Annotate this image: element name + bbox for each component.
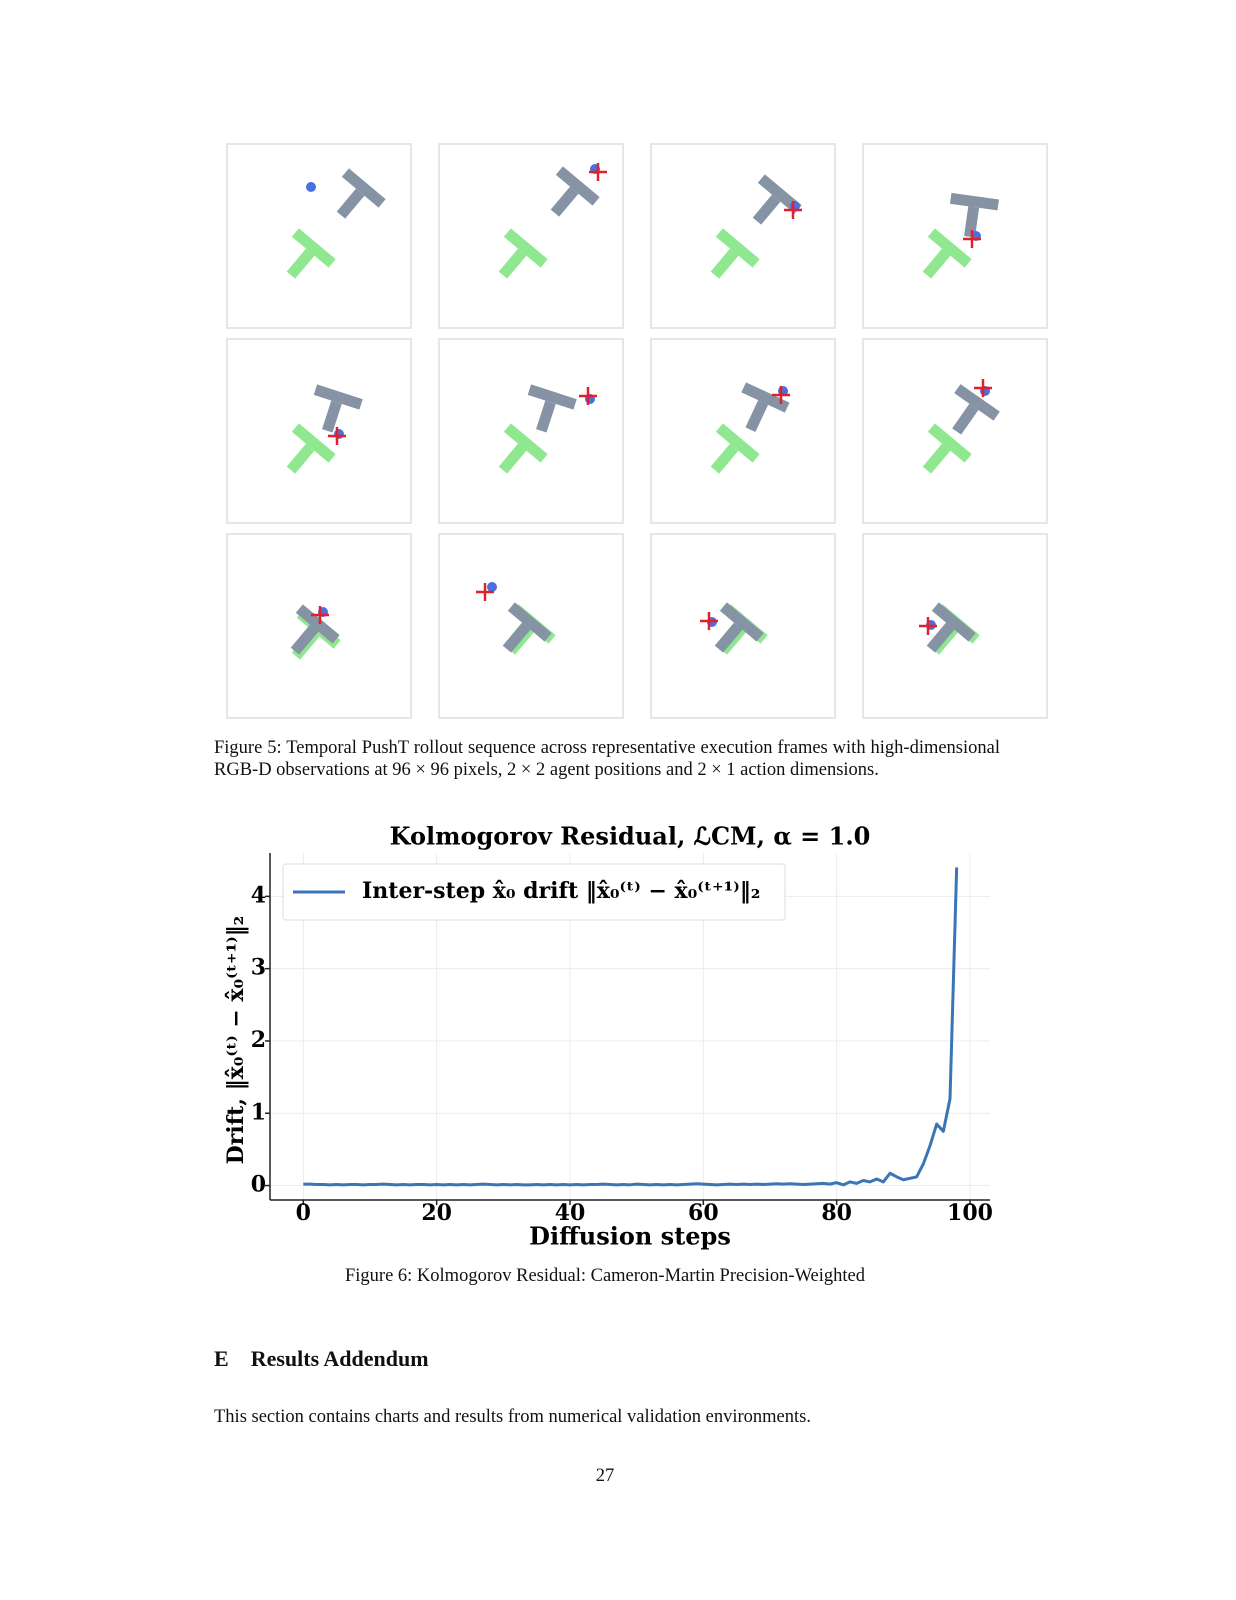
x-axis-label: Diffusion steps: [529, 1222, 731, 1251]
x-tick-label: 20: [421, 1200, 452, 1226]
section-title: Results Addendum: [250, 1346, 429, 1371]
x-tick-label: 40: [555, 1200, 586, 1226]
figure-caption: Figure 6: Kolmogorov Residual: Cameron-M…: [344, 1266, 865, 1286]
figure-caption: Figure 5: Temporal PushT rollout sequenc…: [214, 738, 1000, 780]
y-tick-label: 4: [251, 882, 266, 908]
x-tick-label: 60: [688, 1200, 719, 1226]
page-number: 27: [595, 1466, 615, 1486]
y-tick-label: 0: [251, 1172, 266, 1198]
y-tick-label: 3: [251, 955, 266, 981]
legend-label: Inter-step x̂₀ drift ‖x̂₀⁽ᵗ⁾ − x̂₀⁽ᵗ⁺¹⁾‖…: [362, 878, 760, 904]
y-axis-label: Drift, ‖x̂₀⁽ᵗ⁾ − x̂₀⁽ᵗ⁺¹⁾‖₂: [223, 916, 249, 1165]
section-number: E: [214, 1346, 229, 1371]
chart: Kolmogorov Residual, ℒCM, α = 1.0 Diffus…: [223, 822, 993, 1251]
x-tick-label: 0: [296, 1200, 311, 1226]
figure-5: [226, 143, 1048, 719]
y-tick-label: 1: [251, 1099, 266, 1125]
section-heading: E Results Addendum: [214, 1346, 429, 1372]
paragraph: This section contains charts and results…: [214, 1407, 811, 1427]
y-tick-label: 2: [251, 1027, 266, 1053]
chart-title: Kolmogorov Residual, ℒCM, α = 1.0: [390, 822, 871, 851]
data-line: [303, 867, 959, 1187]
x-tick-label: 100: [947, 1200, 993, 1226]
legend-box: [282, 863, 786, 921]
x-tick-label: 80: [821, 1200, 852, 1226]
